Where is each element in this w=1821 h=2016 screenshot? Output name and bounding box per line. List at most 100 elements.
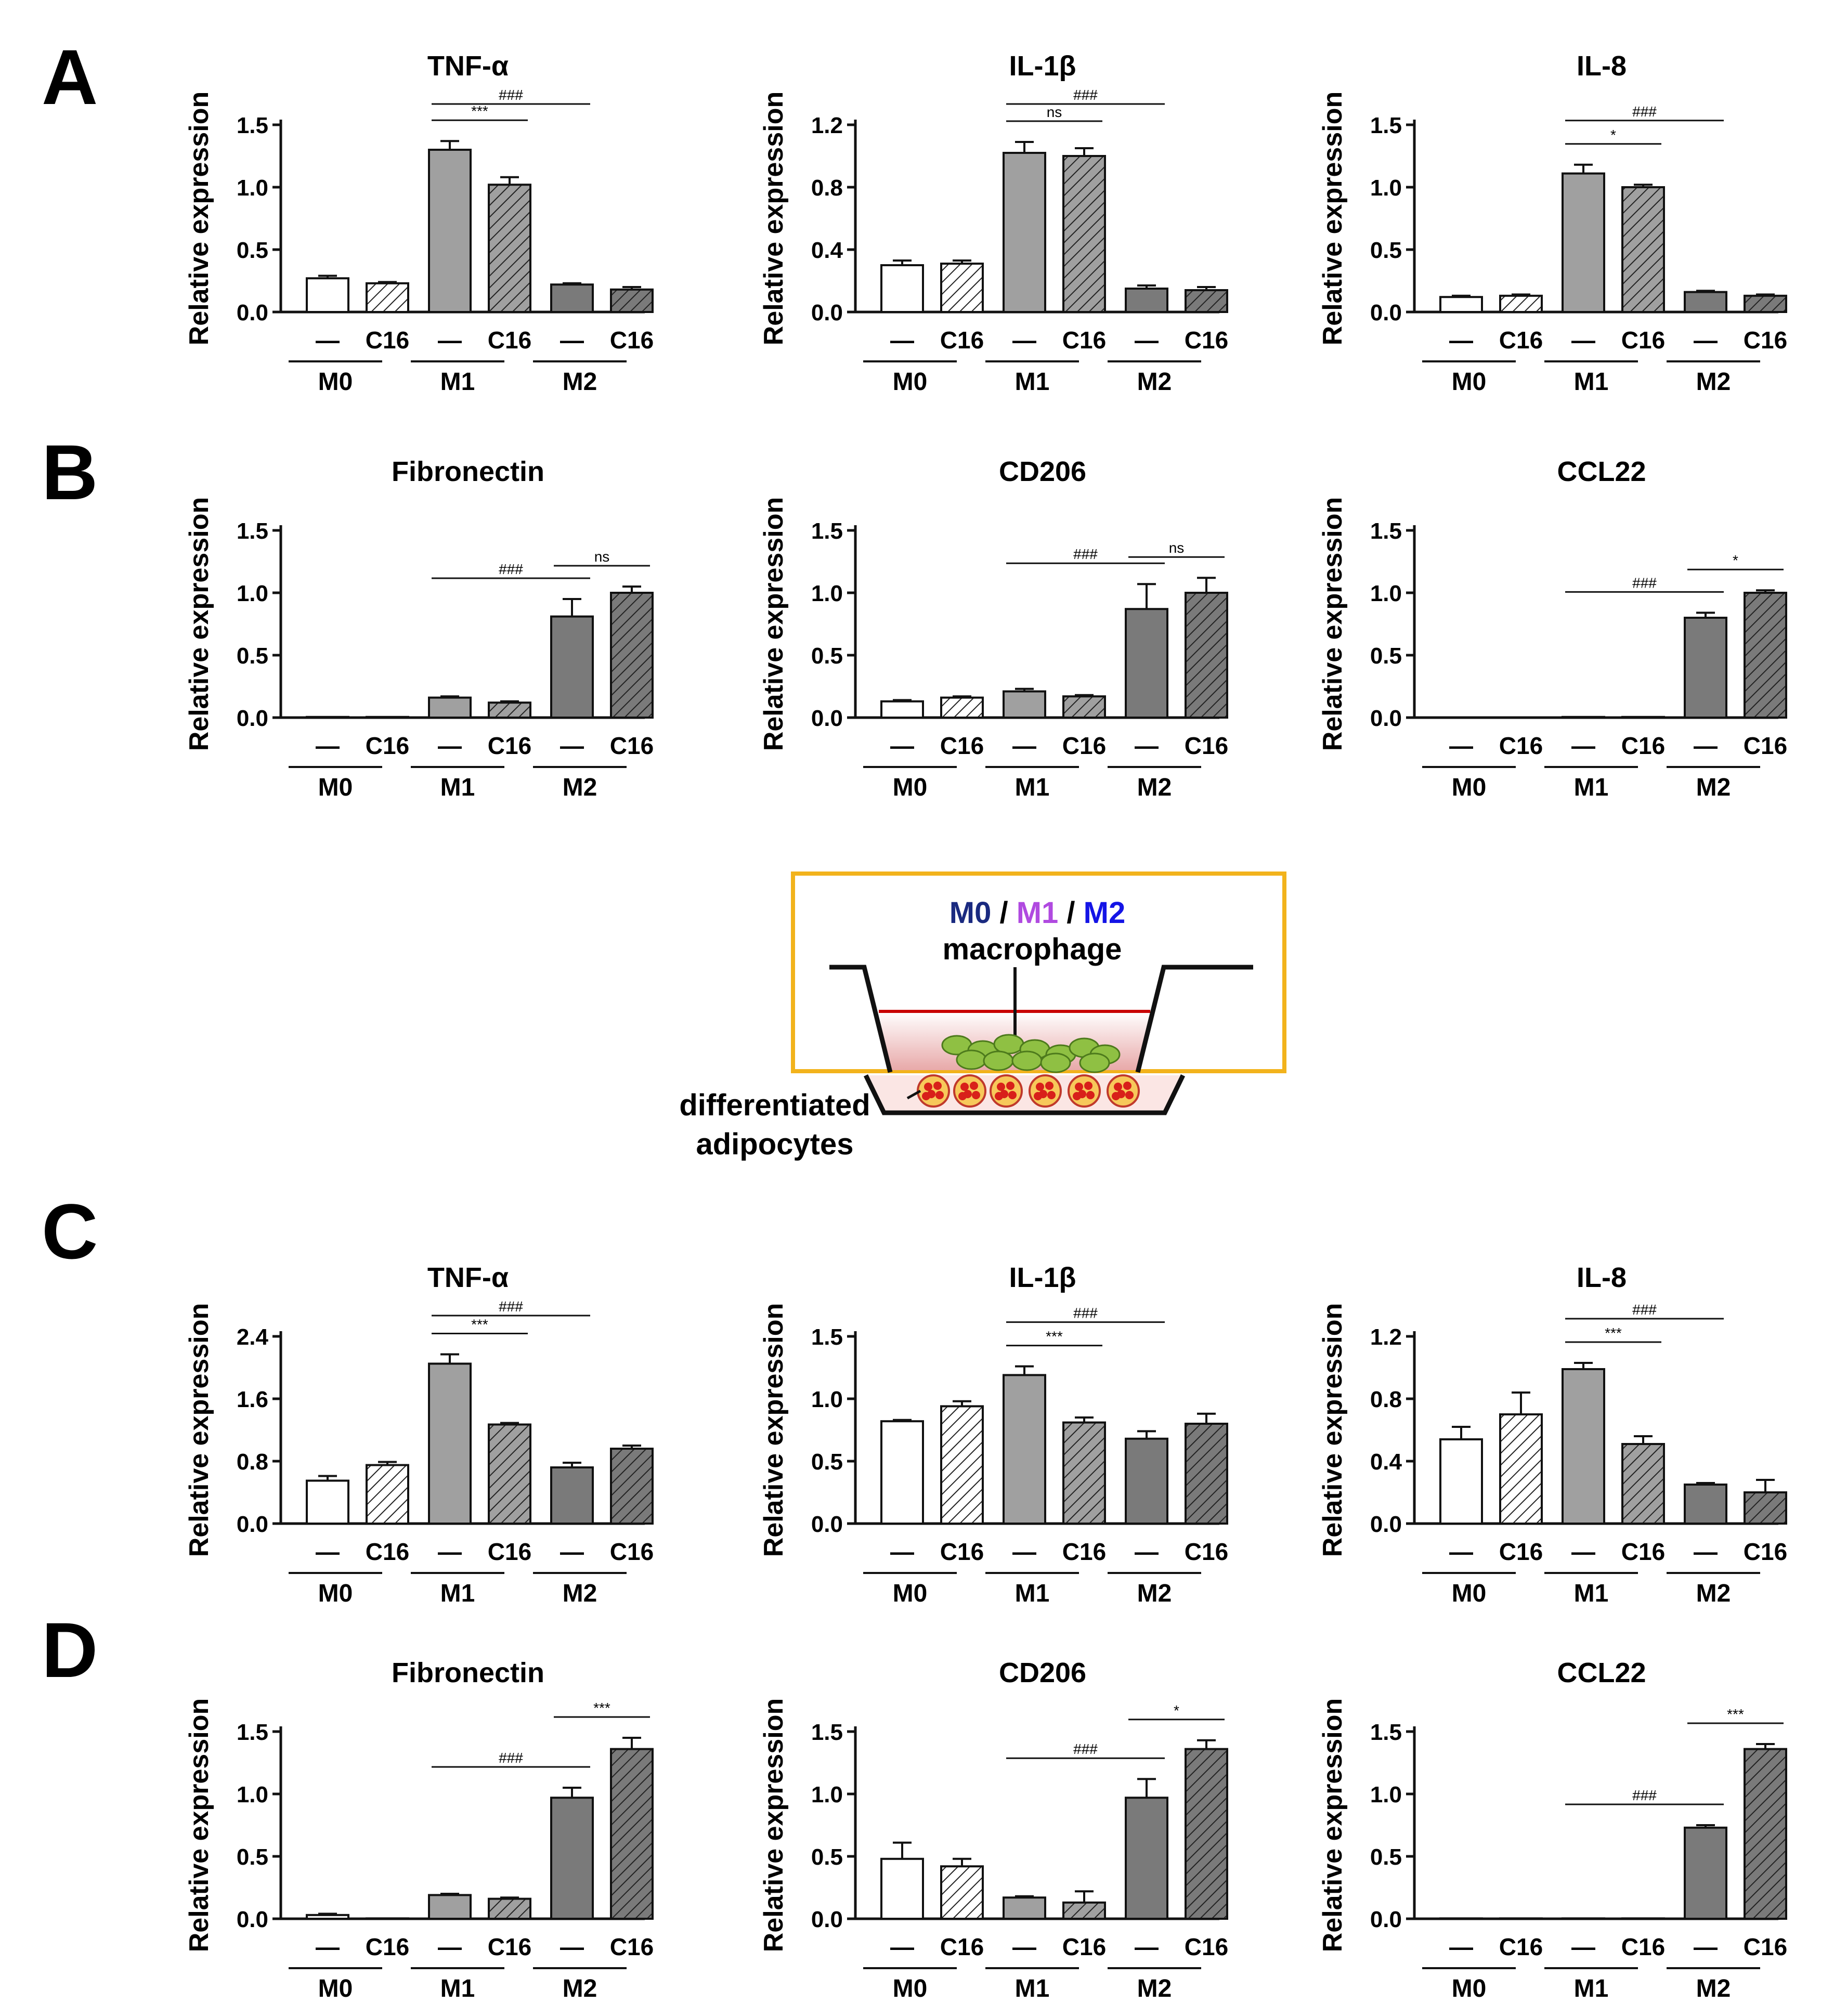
y-tick-label: 1.2 [1370,1324,1402,1350]
significance-label: ### [1632,575,1657,591]
adipocyte-cells [917,1074,1140,1108]
bar [1062,695,1106,719]
lipid-droplet [958,1092,967,1100]
treatment-label: — [890,1933,914,1960]
chart-title: TNF-α [427,50,509,82]
bar [550,283,594,314]
significance-label: ns [594,549,610,565]
group-label: M0 [893,368,928,396]
lipid-droplet [1123,1082,1131,1090]
group-label: M1 [1015,368,1050,396]
chart: IL-1β Relative expression 0.0 0.5 1.0 1.5 *** #… [759,1262,1228,1607]
bar [1439,296,1483,314]
significance-label: ### [1632,1787,1657,1803]
y-tick-label: 1.5 [811,518,843,544]
y-tick-label: 0.5 [237,238,268,263]
bar [306,1914,349,1920]
m0-label: M0 [949,896,992,930]
bar [1185,289,1228,313]
treatment-label: C16 [1621,1538,1665,1565]
group-label: M1 [1574,1975,1609,2002]
treatment-label: — [890,1538,914,1565]
bar [1684,1484,1727,1525]
bar [306,1479,349,1525]
bar [1684,1826,1727,1920]
y-tick-label: 0.8 [1370,1387,1402,1412]
group-label: M2 [1137,368,1172,396]
lipid-droplet [1112,1092,1120,1100]
treatment-label: — [1012,1933,1036,1960]
bar [1003,152,1046,313]
schematic-title: M0 / M1 / M2 [949,896,1125,930]
bar [880,700,924,719]
treatment-label: C16 [1499,327,1543,354]
chart-title: CCL22 [1557,456,1646,487]
treatment-label: C16 [1185,1538,1228,1565]
treatment-label: — [1449,327,1473,354]
significance-label: * [1174,1702,1179,1719]
y-tick-label: 0.0 [1370,706,1402,731]
bar [1185,1423,1228,1525]
treatment-label: C16 [1062,1933,1106,1960]
significance-label: ### [1073,87,1098,103]
treatment-label: — [1571,732,1595,759]
significance-label: ### [1073,546,1098,562]
schematic-frame [791,872,1286,1073]
group-label: M1 [440,774,475,801]
y-tick-label: 1.5 [1370,1720,1402,1745]
bar [1125,288,1168,313]
treatment-label: C16 [1185,327,1228,354]
chart: IL-1β Relative expression 0.0 0.4 0.8 1.2 ns ##… [759,50,1228,396]
bar [306,716,349,719]
y-tick-label: 1.6 [237,1387,268,1412]
chart-title: Fibronectin [392,1657,544,1688]
y-tick-label: 1.0 [811,1387,843,1412]
treatment-label: C16 [366,1538,409,1565]
significance-label: * [1610,127,1616,143]
bar [1621,186,1665,313]
treatment-label: — [438,732,462,759]
y-axis-label: Relative expression [759,1698,789,1952]
significance-label: ### [1632,103,1657,120]
lipid-droplet [1084,1082,1092,1090]
y-tick-label: 0.0 [1370,1512,1402,1537]
y-tick-label: 0.0 [811,1512,843,1537]
lipid-droplet [1045,1082,1053,1090]
significance-label: *** [1046,1329,1063,1345]
panel-letter: A [42,33,98,121]
chart: CD206 Relative expression 0.0 0.5 1.0 1.5 ### n… [759,456,1228,801]
bar [1562,172,1605,313]
bar [1185,1748,1228,1920]
treatment-label: C16 [940,1538,984,1565]
group-label: M2 [1696,1975,1731,2002]
lipid-droplet [1008,1091,1017,1099]
y-tick-label: 0.5 [811,1844,843,1870]
y-tick-label: 1.0 [811,1782,843,1807]
significance-label: ### [1073,1741,1098,1757]
significance-label: ns [1169,540,1185,556]
y-tick-label: 0.0 [811,1907,843,1932]
bar [880,1857,924,1920]
bar [1125,1437,1168,1525]
treatment-label: C16 [1062,732,1106,759]
y-axis-label: Relative expression [759,92,789,345]
treatment-label: C16 [1062,1538,1106,1565]
separator: / [1058,896,1083,930]
y-tick-label: 0.5 [811,1449,843,1475]
y-tick-label: 1.0 [811,581,843,606]
y-tick-label: 2.4 [237,1324,269,1350]
treatment-label: C16 [488,327,531,354]
chart: CD206 Relative expression 0.0 0.5 1.0 1.5 ### *… [759,1657,1228,2002]
bar [550,1466,594,1525]
y-tick-label: 1.5 [237,1720,268,1745]
treatment-label: — [1694,1933,1718,1960]
significance-label: * [1733,552,1738,568]
bar [1684,291,1727,313]
bar [488,184,531,314]
chart-title: IL-8 [1577,50,1627,82]
insert-wall-left [829,965,893,1073]
bar [428,696,472,719]
treatment-label: C16 [1744,1538,1787,1565]
chart: CCL22 Relative expression 0.0 0.5 1.0 1.5 ### *… [1318,1657,1787,2002]
y-axis-label: Relative expression [184,92,214,345]
